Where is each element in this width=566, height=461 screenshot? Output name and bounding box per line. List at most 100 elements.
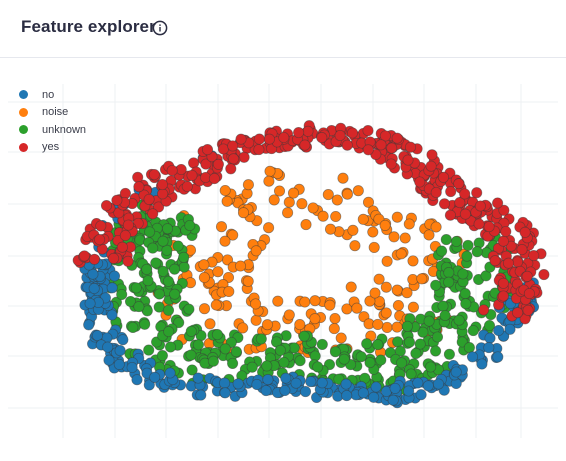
point-unknown[interactable] [459, 288, 471, 300]
point-noise[interactable] [337, 172, 349, 184]
point-unknown[interactable] [431, 331, 444, 343]
point-unknown[interactable] [164, 341, 177, 353]
point-yes[interactable] [278, 131, 290, 144]
point-noise[interactable] [242, 275, 254, 287]
point-noise[interactable] [388, 231, 400, 243]
point-no[interactable] [299, 386, 312, 398]
point-unknown[interactable] [355, 351, 367, 363]
point-no[interactable] [260, 385, 272, 397]
point-unknown[interactable] [162, 304, 175, 316]
point-unknown[interactable] [461, 250, 473, 262]
point-yes[interactable] [302, 125, 314, 137]
point-noise[interactable] [264, 165, 276, 177]
point-yes[interactable] [437, 171, 450, 183]
point-unknown[interactable] [141, 263, 153, 275]
point-no[interactable] [279, 384, 291, 397]
point-yes[interactable] [147, 208, 159, 220]
point-no[interactable] [149, 371, 161, 383]
point-unknown[interactable] [153, 301, 165, 313]
point-yes[interactable] [217, 143, 229, 155]
point-yes[interactable] [95, 220, 107, 232]
point-unknown[interactable] [439, 309, 451, 322]
point-noise[interactable] [296, 198, 308, 210]
point-no[interactable] [87, 268, 99, 280]
point-noise[interactable] [227, 229, 239, 241]
point-unknown[interactable] [185, 349, 197, 361]
point-no[interactable] [305, 376, 317, 388]
point-no[interactable] [232, 378, 244, 390]
point-unknown[interactable] [147, 242, 159, 254]
point-unknown[interactable] [274, 344, 286, 356]
point-no[interactable] [91, 330, 104, 342]
point-unknown[interactable] [467, 325, 479, 337]
point-yes[interactable] [225, 163, 237, 175]
point-noise[interactable] [261, 319, 273, 331]
point-yes[interactable] [157, 188, 169, 200]
point-no[interactable] [113, 358, 125, 370]
point-yes[interactable] [148, 169, 160, 181]
point-noise[interactable] [372, 318, 384, 330]
point-noise[interactable] [219, 235, 231, 247]
point-no[interactable] [389, 382, 401, 394]
point-yes[interactable] [497, 277, 509, 289]
point-noise[interactable] [219, 184, 231, 197]
point-yes[interactable] [133, 181, 145, 193]
point-noise[interactable] [237, 207, 250, 219]
point-yes[interactable] [500, 225, 512, 238]
point-noise[interactable] [272, 295, 284, 307]
point-yes[interactable] [489, 255, 501, 267]
point-yes[interactable] [212, 158, 224, 170]
point-noise[interactable] [401, 287, 413, 299]
point-yes[interactable] [293, 127, 305, 139]
point-yes[interactable] [94, 234, 106, 246]
legend-item-no[interactable]: no [18, 86, 86, 104]
point-unknown[interactable] [139, 318, 151, 330]
point-yes[interactable] [402, 154, 414, 166]
point-noise[interactable] [392, 299, 404, 312]
point-noise[interactable] [324, 299, 336, 311]
point-no[interactable] [143, 379, 155, 391]
point-unknown[interactable] [462, 239, 474, 251]
point-unknown[interactable] [401, 320, 413, 332]
point-unknown[interactable] [133, 301, 145, 313]
point-noise[interactable] [309, 313, 321, 325]
point-unknown[interactable] [338, 353, 350, 365]
point-noise[interactable] [324, 223, 337, 235]
point-noise[interactable] [423, 229, 435, 241]
point-noise[interactable] [250, 314, 262, 326]
point-no[interactable] [357, 387, 369, 399]
point-yes[interactable] [227, 140, 239, 152]
point-unknown[interactable] [211, 329, 223, 341]
point-unknown[interactable] [430, 345, 442, 357]
point-no[interactable] [106, 282, 118, 294]
point-yes[interactable] [299, 139, 311, 151]
point-yes[interactable] [111, 194, 123, 206]
point-yes[interactable] [143, 193, 155, 205]
point-unknown[interactable] [312, 361, 324, 373]
point-no[interactable] [368, 391, 380, 403]
point-unknown[interactable] [278, 356, 290, 368]
point-no[interactable] [504, 323, 516, 335]
point-unknown[interactable] [460, 298, 472, 310]
point-no[interactable] [195, 389, 207, 401]
point-yes[interactable] [492, 197, 504, 209]
point-noise[interactable] [329, 312, 341, 325]
point-unknown[interactable] [364, 357, 376, 369]
point-yes[interactable] [453, 178, 465, 190]
point-unknown[interactable] [329, 346, 341, 358]
point-yes[interactable] [425, 160, 437, 172]
point-unknown[interactable] [186, 364, 198, 376]
point-no[interactable] [114, 345, 126, 357]
point-unknown[interactable] [288, 342, 300, 354]
point-noise[interactable] [198, 271, 210, 284]
point-unknown[interactable] [443, 348, 455, 360]
point-noise[interactable] [369, 287, 381, 299]
point-unknown[interactable] [405, 368, 417, 380]
scatter-plot[interactable] [0, 58, 566, 461]
point-yes[interactable] [316, 132, 328, 144]
point-noise[interactable] [287, 187, 300, 199]
point-no[interactable] [117, 334, 129, 346]
point-noise[interactable] [357, 213, 369, 225]
point-yes[interactable] [444, 209, 456, 221]
point-unknown[interactable] [410, 347, 422, 359]
